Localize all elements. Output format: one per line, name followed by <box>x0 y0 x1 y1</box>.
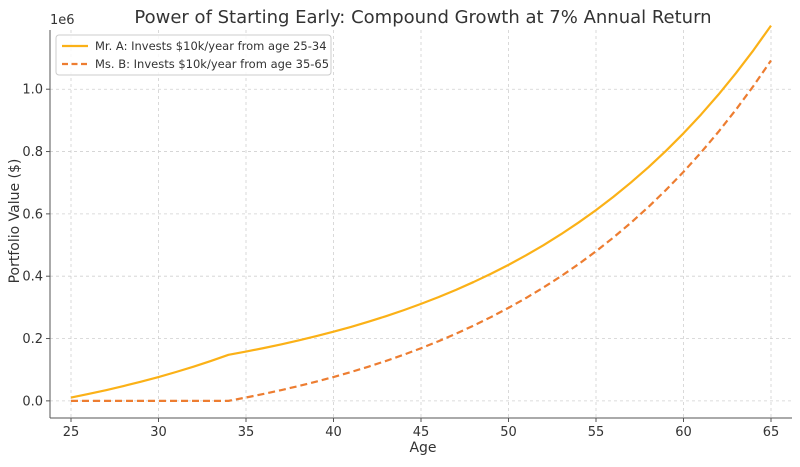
y-tick-label: 0.4 <box>22 270 43 285</box>
ticks: 25 30 35 40 45 50 55 60 65 0.0 0.2 0.4 0.6 0.8 1.0 <box>22 83 779 440</box>
y-tick-label: 0.2 <box>22 332 43 347</box>
legend-label-ms-b: Ms. B: Invests $10k/year from age 35-65 <box>95 57 329 71</box>
y-axis-offset-label: 1e6 <box>50 13 75 28</box>
y-tick-label: 0.8 <box>22 145 43 160</box>
x-tick-label: 60 <box>675 425 692 440</box>
y-tick-label: 0.0 <box>22 394 43 409</box>
series-layer <box>70 24 772 402</box>
x-tick-label: 50 <box>500 425 517 440</box>
legend-box <box>55 34 332 76</box>
chart-title: Power of Starting Early: Compound Growth… <box>134 7 711 28</box>
series-line-ms-b <box>71 59 772 402</box>
x-tick-label: 35 <box>238 425 255 440</box>
x-tick-label: 45 <box>413 425 430 440</box>
legend: Mr. A: Invests $10k/year from age 25-34 … <box>55 34 332 76</box>
y-tick-label: 1.0 <box>22 83 43 98</box>
grid <box>50 30 792 418</box>
x-tick-label: 65 <box>763 425 780 440</box>
y-axis-label: Portfolio Value ($) <box>7 159 23 284</box>
x-tick-label: 25 <box>63 425 80 440</box>
legend-label-mr-a: Mr. A: Invests $10k/year from age 25-34 <box>95 39 327 53</box>
x-axis-label: Age <box>409 440 436 456</box>
series-line-mr-a <box>70 24 772 399</box>
x-tick-label: 40 <box>325 425 342 440</box>
y-tick-label: 0.6 <box>22 207 43 222</box>
x-tick-label: 55 <box>588 425 605 440</box>
x-tick-label: 30 <box>150 425 167 440</box>
